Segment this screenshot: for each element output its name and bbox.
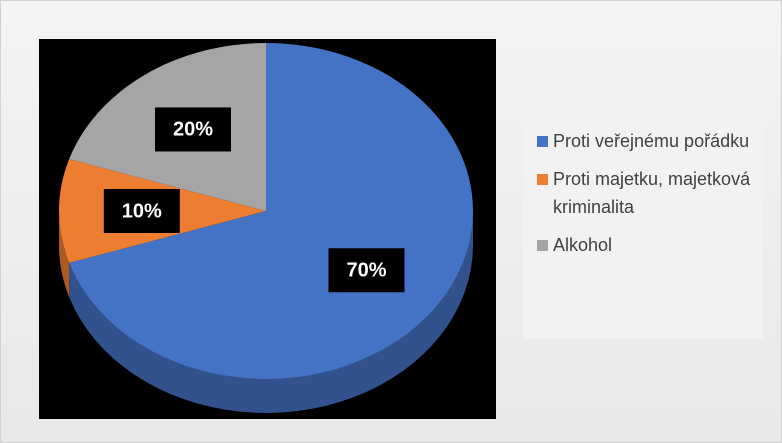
data-label: 10% [122,200,162,222]
legend-swatch [537,136,548,147]
data-label-box [154,107,231,152]
data-label: 20% [173,119,213,141]
slice [69,43,473,380]
data-label-box [103,189,180,233]
legend: Proti veřejnému pořádku Proti majetku, ma… [523,111,763,339]
slice-side [69,211,474,413]
legend-item: Proti veřejnému pořádku [537,127,753,155]
legend-item: Alkohol [537,231,753,259]
data-label: 70% [346,260,386,282]
legend-swatch [537,174,548,185]
data-label-box [328,248,405,293]
slice-side [59,211,70,297]
legend-swatch [537,240,548,251]
legend-label: Proti majetku, majetková kriminalita [553,169,751,217]
legend-item: Proti majetku, majetková kriminalita [537,165,753,221]
legend-label: Proti veřejnému pořádku [553,131,750,151]
legend-label: Alkohol [553,235,613,255]
